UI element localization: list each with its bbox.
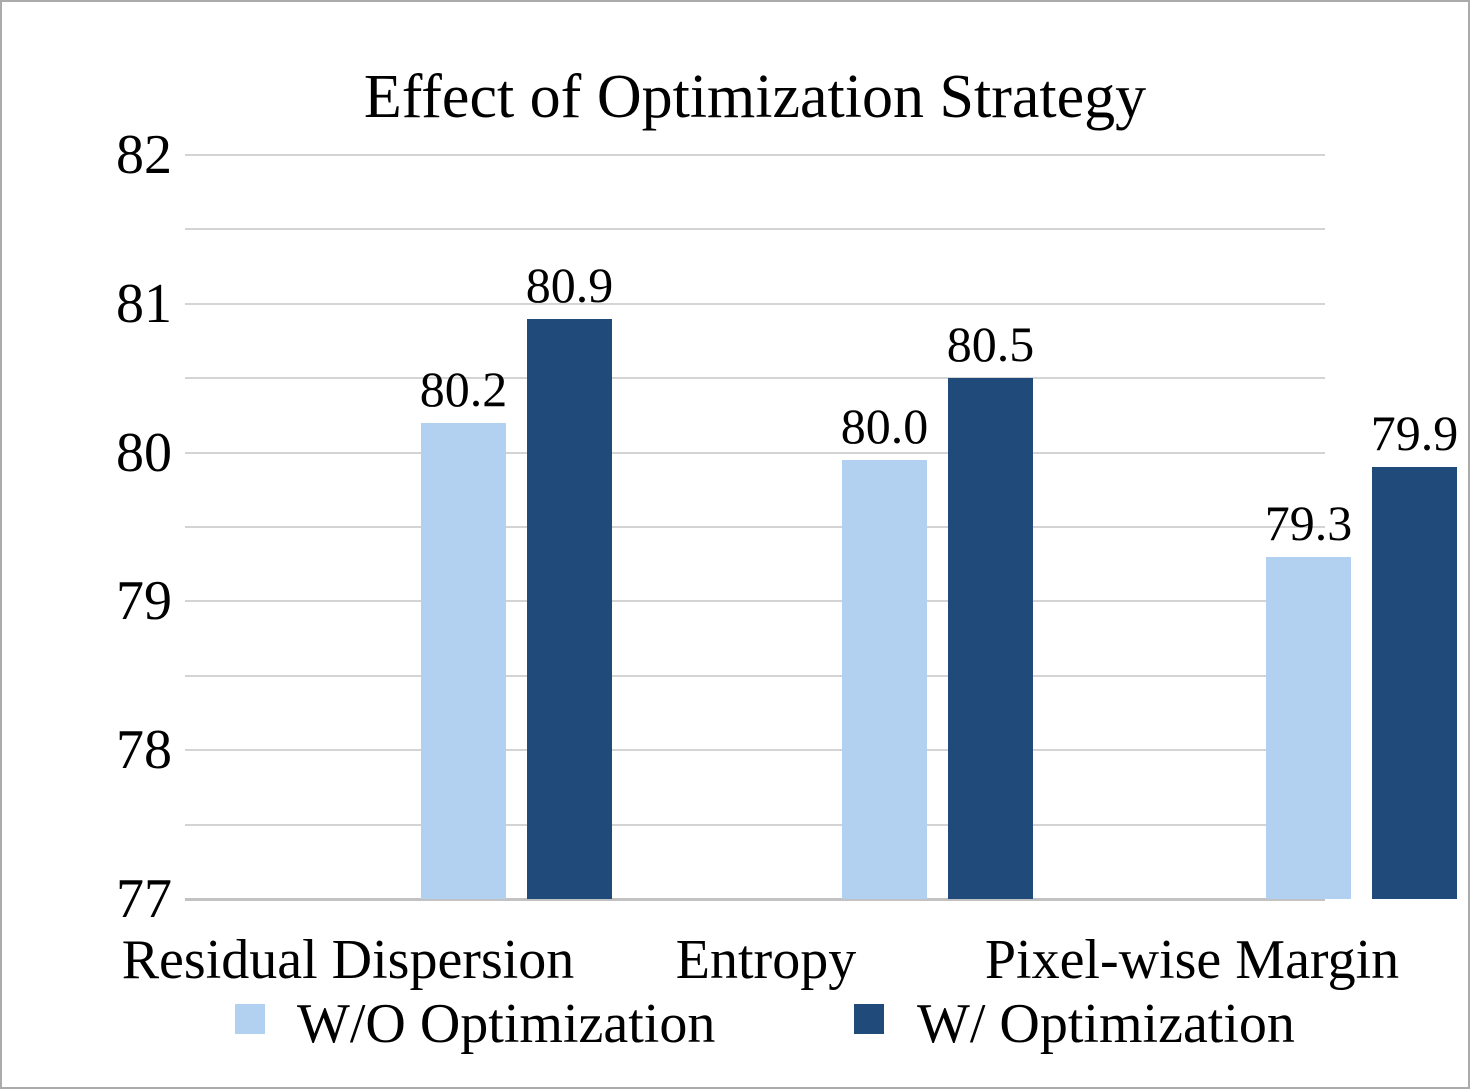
bar-value-label-w-o-optimization-entropy: 80.0	[840, 398, 929, 455]
plot-area: 80.2 80.9 80.0 80.5 79.3 79.9	[185, 154, 1458, 901]
x-axis-line	[185, 898, 1325, 901]
bar-value-label-w-optimization-residual-dispersion: 80.9	[525, 256, 614, 313]
y-tick-label-81: 81	[116, 272, 172, 335]
legend-swatch-w-optimization	[854, 1004, 884, 1034]
gridline	[185, 600, 1325, 603]
legend-label-w-optimization: W/ Optimization	[917, 993, 1295, 1055]
bar-value-label-w-o-optimization-residual-dispersion: 80.2	[419, 360, 508, 417]
bar-value-label-w-optimization-pixel-wise-margin: 79.9	[1370, 405, 1459, 462]
gridline	[185, 154, 1325, 156]
bar-value-label-w-o-optimization-pixel-wise-margin: 79.3	[1264, 494, 1353, 551]
bar-w-o-optimization-pixel-wise-margin	[1266, 556, 1351, 899]
bar-w-optimization-pixel-wise-margin	[1372, 467, 1457, 899]
gridline	[185, 377, 1325, 380]
y-tick-label-77: 77	[116, 868, 172, 930]
gridline	[185, 526, 1325, 528]
bar-w-o-optimization-entropy	[842, 460, 927, 899]
gridline	[185, 451, 1325, 454]
bar-value-label-w-optimization-entropy: 80.5	[946, 316, 1035, 373]
legend-swatch-wo-optimization	[235, 1004, 265, 1034]
chart-title: Effect of Optimization Strategy	[363, 63, 1147, 131]
gridline	[185, 749, 1325, 752]
x-category-label-pixel-wise-margin: Pixel-wise Margin	[984, 929, 1400, 991]
gridline	[185, 674, 1325, 677]
y-tick-label-82: 82	[116, 124, 172, 186]
bar-w-optimization-entropy	[948, 378, 1033, 899]
gridline	[185, 228, 1325, 231]
gridline	[185, 302, 1325, 305]
gridline	[185, 823, 1325, 826]
legend-label-wo-optimization: W/O Optimization	[297, 993, 716, 1055]
y-tick-label-80: 80	[116, 421, 172, 484]
y-tick-label-79: 79	[116, 570, 172, 633]
y-tick-label-78: 78	[116, 719, 172, 782]
legend: W/O Optimization W/ Optimization	[2, 993, 1468, 1062]
x-category-label-residual-dispersion: Residual Dispersion	[121, 929, 575, 991]
bar-w-o-optimization-residual-dispersion	[421, 422, 506, 899]
bar-w-optimization-residual-dispersion	[527, 318, 612, 899]
x-category-label-entropy: Entropy	[675, 929, 857, 991]
